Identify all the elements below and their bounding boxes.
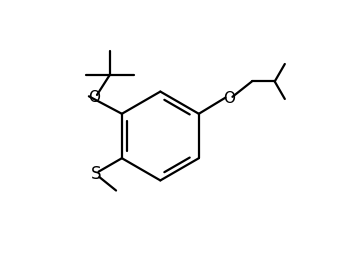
- Text: O: O: [223, 91, 235, 106]
- Text: S: S: [91, 165, 101, 183]
- Text: O: O: [88, 90, 100, 105]
